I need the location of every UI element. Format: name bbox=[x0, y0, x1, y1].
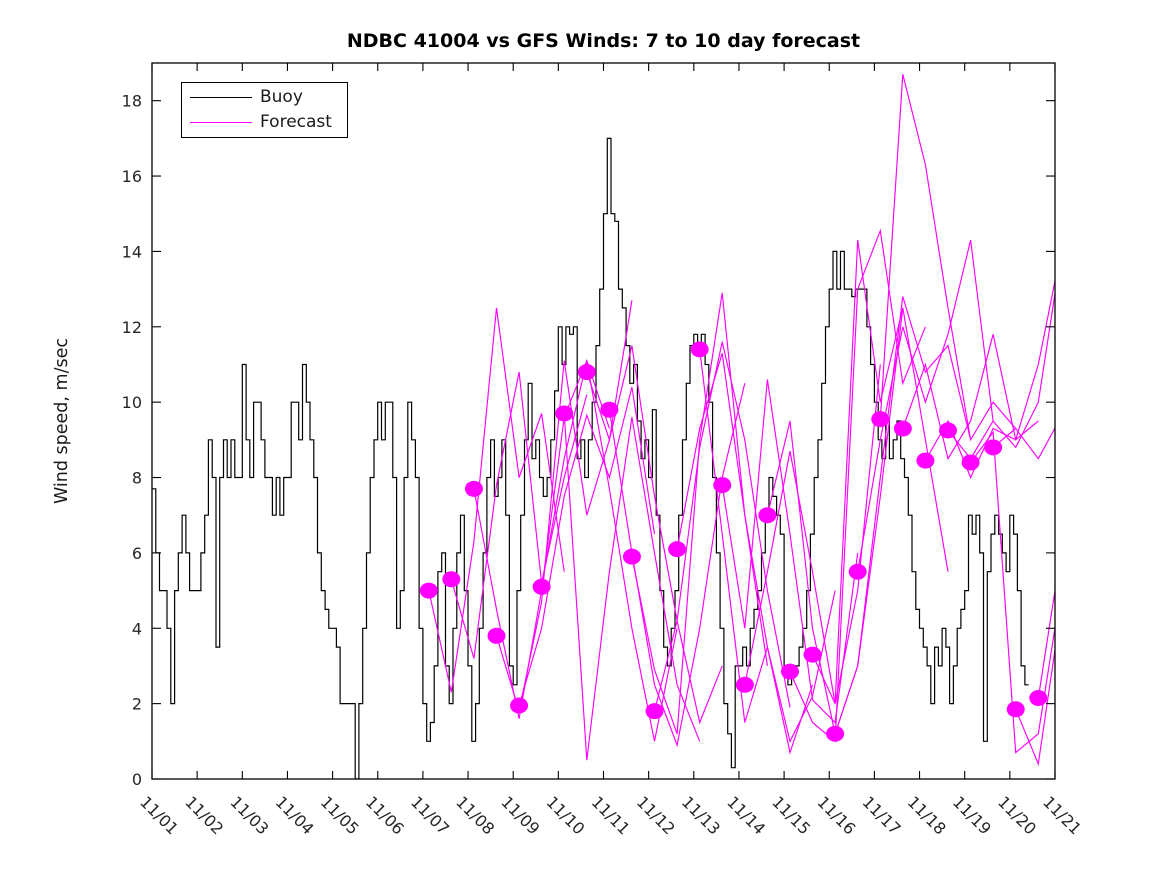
svg-text:11/07: 11/07 bbox=[407, 792, 453, 838]
svg-text:11/01: 11/01 bbox=[136, 792, 182, 838]
svg-text:11/13: 11/13 bbox=[678, 792, 724, 838]
svg-text:14: 14 bbox=[122, 242, 142, 261]
svg-text:11/16: 11/16 bbox=[813, 792, 859, 838]
svg-text:2: 2 bbox=[132, 695, 142, 714]
svg-text:12: 12 bbox=[122, 318, 142, 337]
svg-text:11/11: 11/11 bbox=[588, 792, 634, 838]
svg-text:11/12: 11/12 bbox=[633, 792, 679, 838]
svg-text:11/17: 11/17 bbox=[859, 792, 905, 838]
svg-text:11/08: 11/08 bbox=[452, 792, 498, 838]
legend: Buoy Forecast bbox=[181, 82, 348, 138]
svg-text:8: 8 bbox=[132, 469, 142, 488]
svg-text:0: 0 bbox=[132, 770, 142, 789]
svg-text:4: 4 bbox=[132, 619, 142, 638]
legend-label-forecast: Forecast bbox=[260, 111, 332, 132]
svg-text:6: 6 bbox=[132, 544, 142, 563]
svg-text:11/02: 11/02 bbox=[181, 792, 227, 838]
svg-text:11/18: 11/18 bbox=[904, 792, 950, 838]
svg-text:11/09: 11/09 bbox=[497, 792, 543, 838]
svg-text:11/05: 11/05 bbox=[317, 792, 363, 838]
svg-text:18: 18 bbox=[122, 92, 142, 111]
buoy-line-sample-icon bbox=[190, 97, 252, 99]
svg-text:11/03: 11/03 bbox=[226, 792, 272, 838]
svg-text:11/14: 11/14 bbox=[723, 792, 769, 838]
svg-text:11/21: 11/21 bbox=[1039, 792, 1085, 838]
svg-text:16: 16 bbox=[122, 167, 142, 186]
svg-text:11/10: 11/10 bbox=[543, 792, 589, 838]
svg-text:11/19: 11/19 bbox=[949, 792, 995, 838]
svg-text:11/20: 11/20 bbox=[994, 792, 1040, 838]
chart-title: NDBC 41004 vs GFS Winds: 7 to 10 day for… bbox=[346, 30, 861, 52]
svg-text:11/15: 11/15 bbox=[768, 792, 814, 838]
svg-text:10: 10 bbox=[122, 393, 142, 412]
legend-item-forecast: Forecast bbox=[182, 110, 347, 134]
svg-text:11/06: 11/06 bbox=[362, 792, 408, 838]
forecast-line-sample-icon bbox=[190, 121, 252, 123]
legend-item-buoy: Buoy bbox=[182, 86, 347, 110]
svg-text:11/04: 11/04 bbox=[272, 792, 318, 838]
legend-label-buoy: Buoy bbox=[260, 87, 303, 108]
